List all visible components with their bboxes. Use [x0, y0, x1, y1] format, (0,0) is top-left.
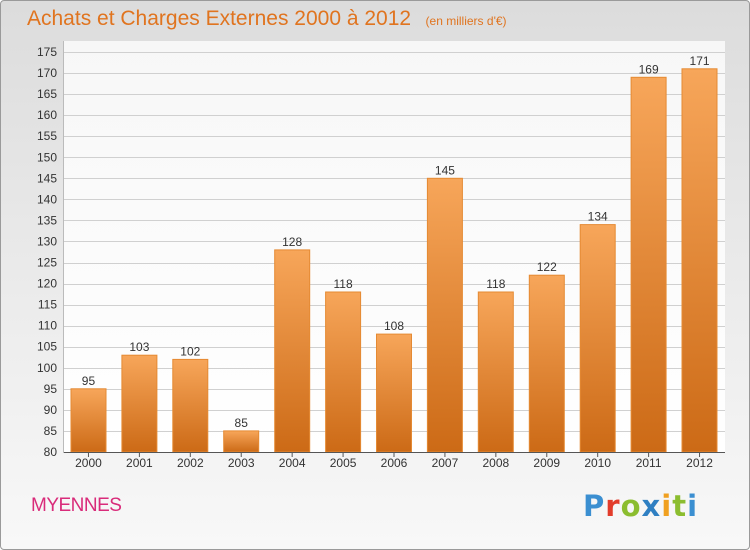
bar-2002: [172, 358, 209, 453]
y-tick-label: 130: [37, 234, 57, 248]
y-tick-label: 100: [37, 361, 57, 375]
brand-letter: x: [641, 489, 662, 523]
y-tick-label: 95: [44, 382, 58, 396]
y-tick-label: 120: [37, 277, 57, 291]
x-tick-label: 2012: [686, 456, 713, 470]
data-label: 145: [435, 163, 455, 177]
y-tick-label: 110: [38, 319, 57, 333]
y-tick-label: 145: [37, 171, 57, 185]
commune-name: MYENNES: [31, 495, 122, 516]
data-label: 108: [384, 319, 404, 333]
brand-letter: o: [620, 489, 642, 523]
y-tick-label: 80: [44, 445, 58, 459]
data-label: 169: [639, 62, 659, 76]
data-label: 118: [334, 277, 353, 291]
x-tick-label: 2003: [228, 456, 255, 470]
brand-letter: P: [583, 489, 606, 523]
y-tick-label: 140: [37, 192, 57, 206]
y-tick-label: 165: [37, 87, 57, 101]
brand-letter: r: [605, 489, 621, 523]
y-tick-label: 160: [37, 108, 57, 122]
y-axis-ticks: 80 85 90 95 100 105 110 115 120 125 130 135 140 145 15…: [37, 45, 57, 459]
data-label: 85: [235, 416, 249, 430]
bar-2011: [630, 76, 667, 453]
brand-logo: Proxiti: [583, 489, 698, 523]
data-label: 122: [537, 260, 557, 274]
bar-2000: [70, 388, 107, 453]
x-tick-label: 2011: [636, 456, 662, 470]
bar-2009: [528, 274, 565, 453]
data-label: 128: [282, 235, 302, 249]
data-labels: 95 103 102 85 128 118 108 145 118 122 134 169 171: [82, 54, 710, 430]
data-label: 171: [690, 54, 710, 68]
data-label: 103: [129, 340, 149, 354]
x-tick-label: 2002: [177, 456, 204, 470]
y-tick-label: 175: [37, 45, 57, 59]
y-tick-label: 125: [37, 256, 57, 270]
y-tick-label: 115: [38, 298, 57, 312]
chart-title-text: Achats et Charges Externes 2000 à 2012: [27, 7, 412, 30]
brand-letter: i: [687, 489, 699, 523]
bar-2004: [274, 249, 311, 453]
bar-2012: [681, 68, 718, 453]
x-tick-label: 2001: [126, 456, 153, 470]
data-label: 102: [180, 344, 200, 358]
x-tick-label: 2006: [381, 456, 408, 470]
brand-letter: i: [661, 489, 673, 523]
data-label: 95: [82, 374, 96, 388]
bar-2001: [121, 354, 158, 453]
bars: [70, 68, 718, 453]
data-label: 118: [486, 277, 505, 291]
chart-unit-text: (en milliers d'€): [425, 14, 507, 28]
x-tick-label: 2005: [330, 456, 357, 470]
data-label: 134: [588, 210, 608, 224]
x-tick-label: 2010: [584, 456, 611, 470]
y-tick-label: 105: [37, 340, 57, 354]
y-tick-label: 170: [37, 66, 57, 80]
bar-2003: [223, 430, 260, 453]
x-tick-label: 2004: [279, 456, 306, 470]
bar-2008: [477, 291, 514, 453]
y-tick-label: 155: [37, 129, 57, 143]
x-axis-ticks: 2000 2001 2002 2003 2004 2005 2006 2007 2008 2009…: [75, 452, 713, 470]
x-tick-label: 2007: [432, 456, 459, 470]
y-tick-label: 85: [44, 424, 58, 438]
x-tick-label: 2009: [533, 456, 560, 470]
y-tick-label: 90: [44, 403, 58, 417]
brand-letter: t: [672, 489, 688, 523]
x-tick-label: 2000: [75, 456, 102, 470]
bar-2005: [325, 291, 362, 453]
y-tick-label: 135: [37, 213, 57, 227]
chart-title: Achats et Charges Externes 2000 à 2012 (…: [27, 7, 507, 31]
bar-2007: [426, 177, 463, 453]
x-tick-label: 2008: [482, 456, 509, 470]
bar-2010: [579, 224, 616, 453]
y-tick-label: 150: [37, 150, 57, 164]
bar-2006: [376, 333, 412, 453]
